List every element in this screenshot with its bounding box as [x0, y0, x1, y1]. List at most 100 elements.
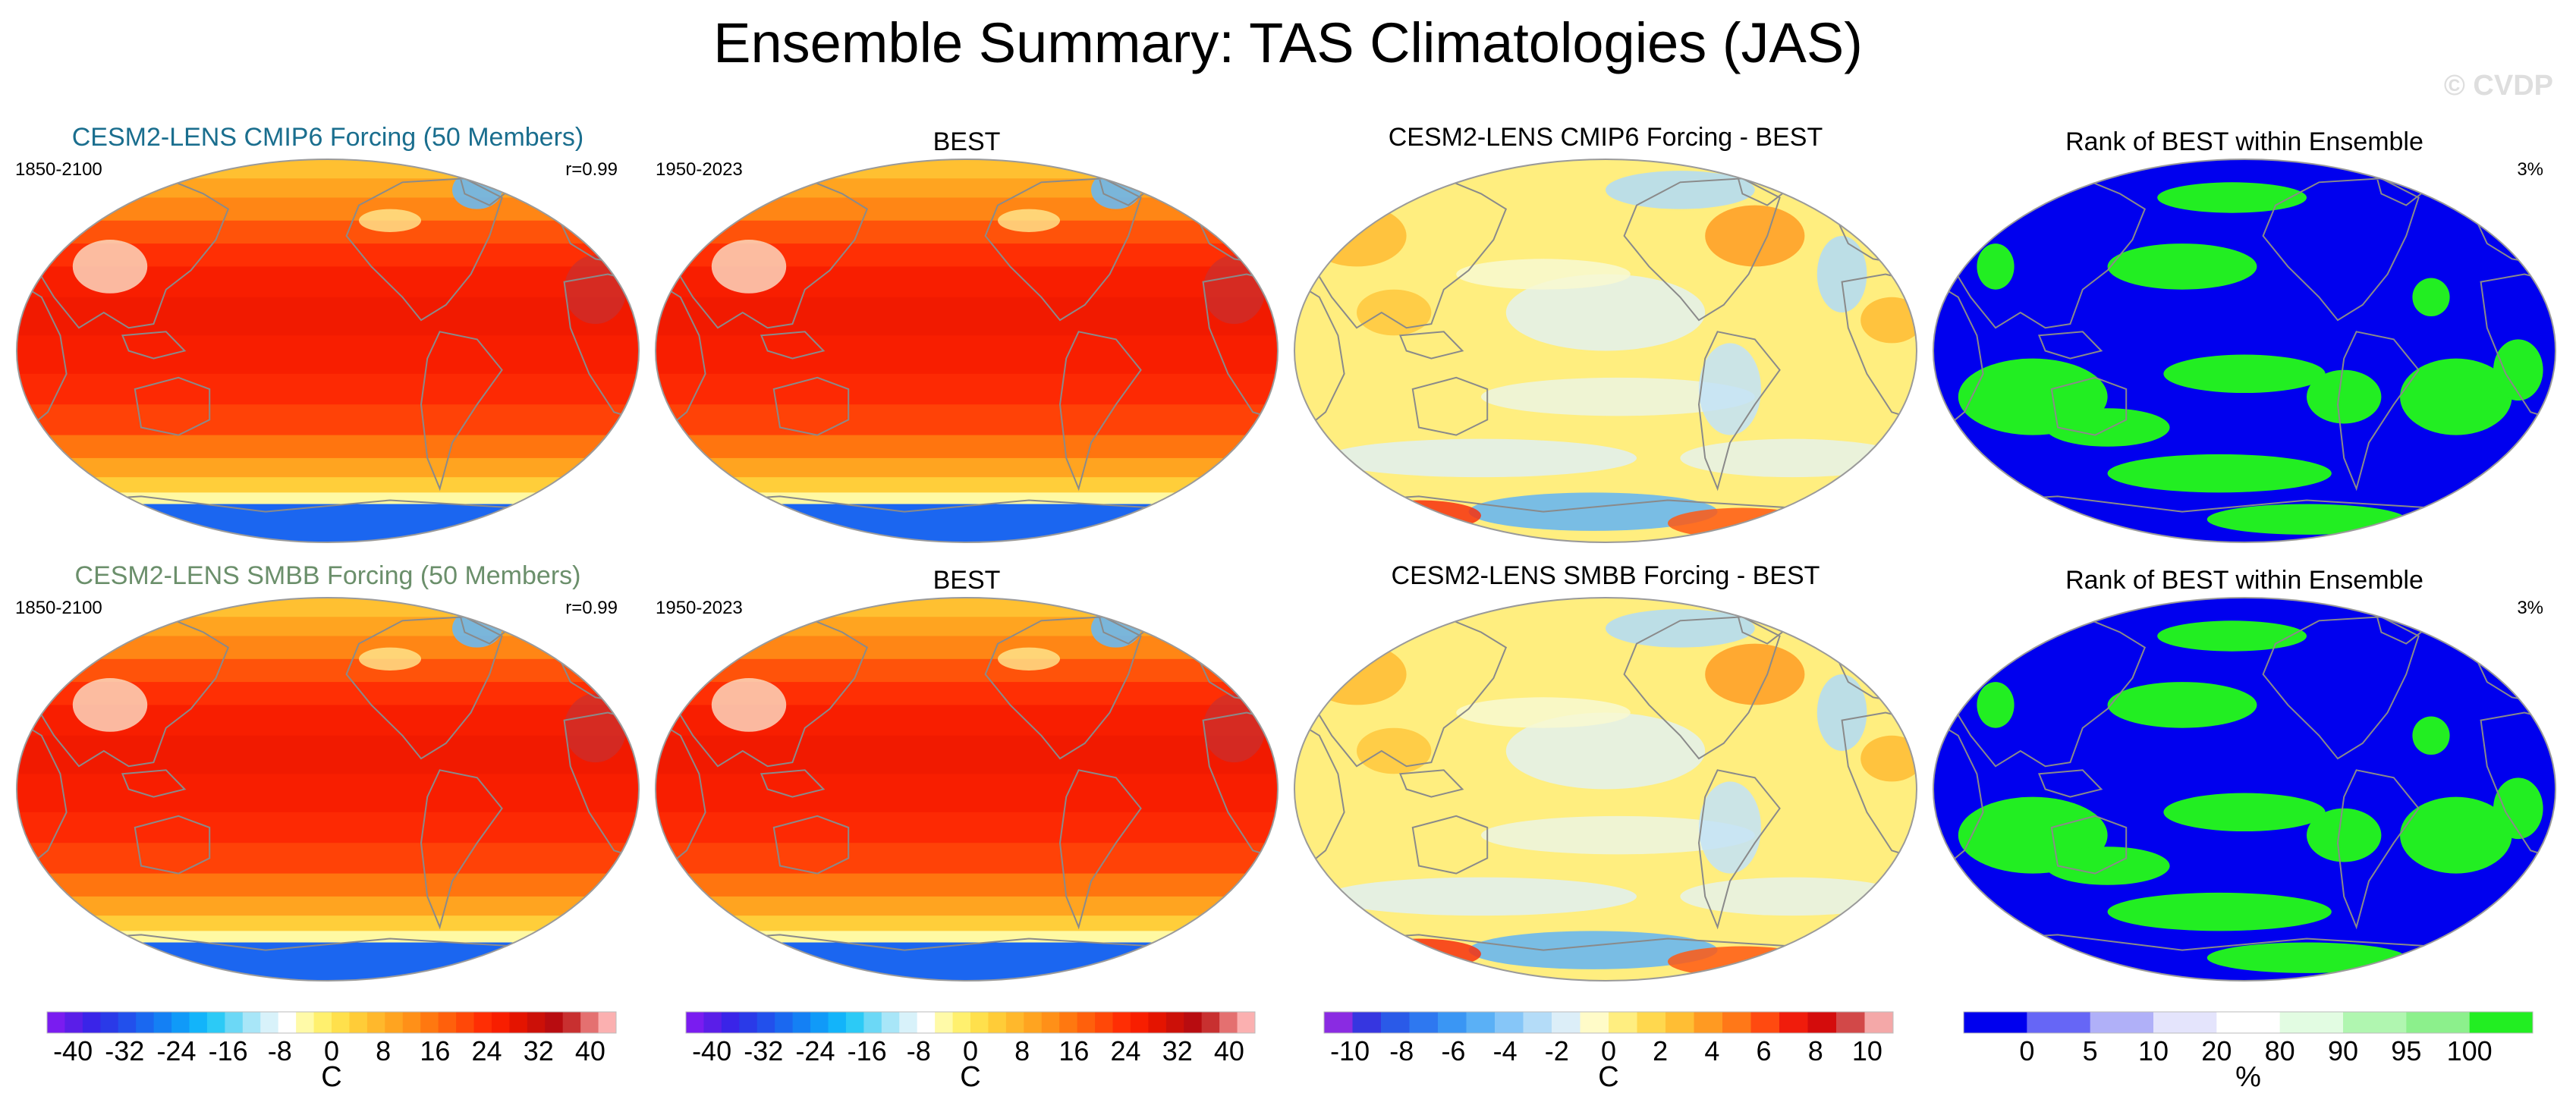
- temperature-band: [17, 477, 639, 494]
- page-title: Ensemble Summary: TAS Climatologies (JAS…: [713, 11, 1863, 74]
- desert-hotspot: [564, 693, 627, 763]
- desert-hotspot: [1203, 255, 1266, 325]
- colorbar-tick-label: 6: [1757, 1035, 1772, 1066]
- desert-hotspot: [1203, 693, 1266, 763]
- colorbar-swatch: [366, 1012, 385, 1033]
- panel-title: CESM2-LENS SMBB Forcing - BEST: [1391, 561, 1820, 590]
- difference-anomaly: [1680, 877, 1904, 916]
- rank-high-region: [1977, 243, 2015, 290]
- colorbar-tick-label: 16: [420, 1035, 450, 1066]
- colorbar-swatch: [863, 1012, 882, 1033]
- colorbar-frame: [1963, 1011, 2534, 1034]
- difference-anomaly: [1505, 274, 1706, 351]
- temperature-band: [17, 812, 639, 844]
- colorbar-swatch: [509, 1012, 528, 1033]
- colorbar-swatch: [828, 1012, 847, 1033]
- colorbar-tick-label: 100: [2447, 1035, 2493, 1066]
- map-border: [16, 159, 640, 543]
- colorbar-swatch: [296, 1012, 315, 1033]
- colorbar-swatch: [1041, 1012, 1060, 1033]
- map-border: [655, 159, 1279, 543]
- rank-high-region: [2307, 369, 2382, 424]
- colorbar-tick-label: 8: [376, 1035, 391, 1066]
- colorbar-tick-label: -8: [1389, 1035, 1414, 1066]
- colorbar: -10 -8 -6 -4 -2 0 2 4 6 8 10 C: [1323, 1011, 1894, 1093]
- temperature-band: [656, 335, 1278, 375]
- greenland-cold: [452, 609, 502, 648]
- panel-title: Rank of BEST within Ensemble: [2065, 566, 2423, 595]
- temperature-band: [17, 220, 639, 245]
- temperature-band: [656, 598, 1278, 618]
- panel-period-label: 1950-2023: [656, 598, 743, 618]
- temperature-band: [17, 843, 639, 875]
- colorbar-swatch: [810, 1012, 829, 1033]
- colorbar-tick-label: 2: [1653, 1035, 1668, 1066]
- arctic-shelf: [359, 647, 421, 671]
- colorbar-swatch: [1495, 1012, 1524, 1033]
- colorbar-swatch: [935, 1012, 954, 1033]
- desert-hotspot: [711, 240, 787, 294]
- map-border: [1933, 159, 2556, 543]
- colorbar-swatch: [1609, 1012, 1637, 1033]
- difference-anomaly: [1816, 236, 1867, 313]
- colorbar-swatch: [206, 1012, 225, 1033]
- temperature-band: [656, 658, 1278, 683]
- difference-anomaly: [1699, 781, 1761, 874]
- temperature-band: [656, 931, 1278, 944]
- colorbar-swatch: [1722, 1012, 1751, 1033]
- colorbar-swatch: [562, 1012, 581, 1033]
- rank-high-region: [1977, 682, 2015, 728]
- temperature-band: [656, 178, 1278, 199]
- rank-high-region: [2107, 243, 2257, 290]
- colorbar-tick-label: 5: [2083, 1035, 2098, 1066]
- temperature-band: [656, 916, 1278, 932]
- colorbar-tick-label: 4: [1704, 1035, 1719, 1066]
- colorbar-swatch: [1005, 1012, 1024, 1033]
- colorbar-swatch: [881, 1012, 900, 1033]
- difference-anomaly: [1705, 205, 1805, 267]
- desert-hotspot: [564, 255, 627, 325]
- rank-high-region: [2107, 892, 2332, 931]
- difference-anomaly: [1480, 815, 1755, 855]
- colorbar-tick-label: 95: [2391, 1035, 2421, 1066]
- temperature-band: [17, 873, 639, 897]
- rank-high-region: [2157, 182, 2307, 213]
- temperature-band: [17, 735, 639, 775]
- colorbar-swatch: [2153, 1012, 2217, 1033]
- panel-title: BEST: [933, 127, 1001, 156]
- colorbar-swatch: [82, 1012, 101, 1033]
- temperature-band: [656, 735, 1278, 775]
- colorbar-swatch: [1552, 1012, 1581, 1033]
- colorbar-swatch: [260, 1012, 279, 1033]
- temperature-band: [17, 335, 639, 375]
- colorbar-tick-label: 0: [2019, 1035, 2034, 1066]
- colorbar-swatch: [64, 1012, 83, 1033]
- temperature-band: [17, 178, 639, 199]
- rank-high-region: [2157, 620, 2307, 652]
- colorbar-swatch: [1523, 1012, 1552, 1033]
- colorbar-tick-label: 40: [575, 1035, 605, 1066]
- colorbar: 0 5 10 20 80 90 95 100%: [1963, 1011, 2534, 1093]
- colorbar-swatch: [775, 1012, 794, 1033]
- difference-anomaly: [1357, 727, 1432, 774]
- map-panel: [17, 598, 639, 981]
- colorbar-swatch: [242, 1012, 261, 1033]
- temperature-band: [17, 457, 639, 479]
- colorbar-tick-label: 24: [472, 1035, 502, 1066]
- colorbar-tick-label: -10: [1330, 1035, 1370, 1066]
- temperature-band: [17, 931, 639, 944]
- colorbar-swatch: [1201, 1012, 1220, 1033]
- colorbar-tick-label: -2: [1545, 1035, 1569, 1066]
- colorbar-swatch: [153, 1012, 172, 1033]
- colorbar-swatch: [2027, 1012, 2091, 1033]
- desert-hotspot: [711, 678, 787, 732]
- temperature-band: [656, 297, 1278, 337]
- colorbar-swatch: [1024, 1012, 1043, 1033]
- arctic-shelf: [998, 209, 1060, 232]
- panel-title: CESM2-LENS CMIP6 Forcing (50 Members): [71, 123, 584, 152]
- colorbar-tick-label: -6: [1441, 1035, 1465, 1066]
- colorbar-swatch: [2090, 1012, 2154, 1033]
- colorbar-swatch: [456, 1012, 474, 1033]
- temperature-band: [656, 435, 1278, 459]
- colorbar-tick-label: 0: [963, 1035, 978, 1066]
